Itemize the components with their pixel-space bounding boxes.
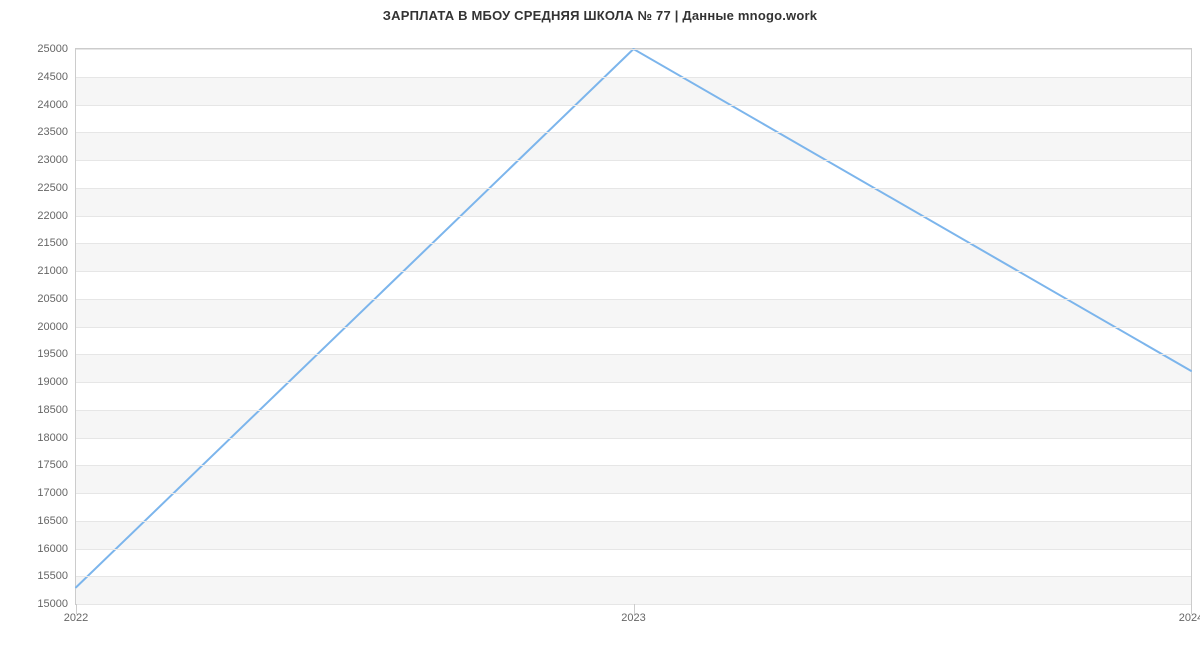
y-tick-label: 20000 (37, 321, 76, 333)
y-tick-label: 18500 (37, 404, 76, 416)
y-tick-label: 20500 (37, 293, 76, 305)
y-tick-label: 15500 (37, 570, 76, 582)
grid-line (76, 465, 1191, 466)
grid-line (76, 49, 1191, 50)
y-tick-label: 21500 (37, 237, 76, 249)
y-tick-label: 16000 (37, 543, 76, 555)
grid-line (76, 271, 1191, 272)
grid-line (76, 243, 1191, 244)
grid-line (76, 354, 1191, 355)
y-tick-label: 22500 (37, 182, 76, 194)
grid-line (76, 327, 1191, 328)
y-tick-label: 17000 (37, 487, 76, 499)
y-tick-label: 19500 (37, 348, 76, 360)
grid-line (76, 160, 1191, 161)
plot-area: 1500015500160001650017000175001800018500… (75, 48, 1192, 605)
grid-line (76, 576, 1191, 577)
grid-line (76, 493, 1191, 494)
grid-line (76, 382, 1191, 383)
y-tick-label: 24500 (37, 71, 76, 83)
grid-line (76, 549, 1191, 550)
y-tick-label: 21000 (37, 265, 76, 277)
grid-line (76, 299, 1191, 300)
grid-line (76, 438, 1191, 439)
grid-line (76, 521, 1191, 522)
y-tick-label: 18000 (37, 432, 76, 444)
grid-line (76, 132, 1191, 133)
y-tick-label: 24000 (37, 99, 76, 111)
y-tick-label: 16500 (37, 515, 76, 527)
grid-line (76, 188, 1191, 189)
grid-line (76, 77, 1191, 78)
y-tick-label: 23000 (37, 154, 76, 166)
y-tick-label: 17500 (37, 459, 76, 471)
line-chart: ЗАРПЛАТА В МБОУ СРЕДНЯЯ ШКОЛА № 77 | Дан… (0, 0, 1200, 650)
y-tick-label: 22000 (37, 210, 76, 222)
x-tick-label: 2023 (621, 604, 645, 624)
y-tick-label: 19000 (37, 376, 76, 388)
x-tick-label: 2022 (64, 604, 88, 624)
grid-line (76, 410, 1191, 411)
y-tick-label: 25000 (37, 43, 76, 55)
grid-line (76, 216, 1191, 217)
x-tick-label: 2024 (1179, 604, 1200, 624)
y-tick-label: 23500 (37, 126, 76, 138)
grid-line (76, 105, 1191, 106)
chart-title: ЗАРПЛАТА В МБОУ СРЕДНЯЯ ШКОЛА № 77 | Дан… (0, 8, 1200, 23)
